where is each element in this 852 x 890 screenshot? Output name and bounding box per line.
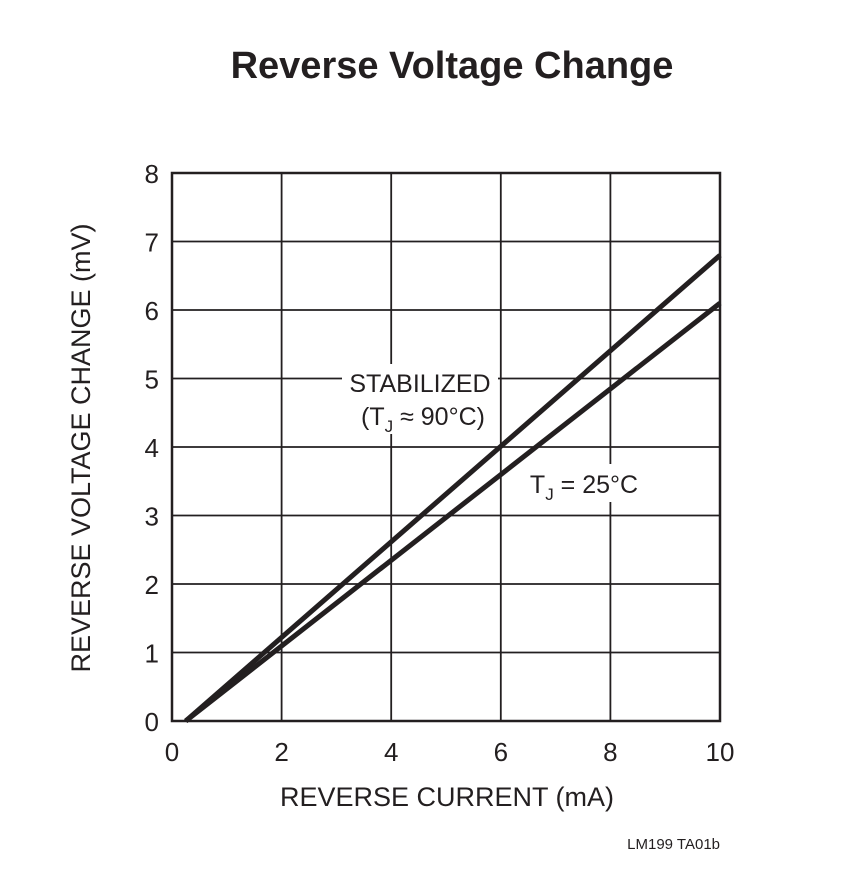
annotation-t25-text: TJ = 25°C [530,471,638,504]
series-lines [184,253,722,723]
y-tick-label-3: 3 [145,502,159,532]
x-tick-label-0: 0 [165,737,179,767]
series-line-1 [184,301,722,723]
annotation-t25-bg [522,464,646,502]
x-axis-label: REVERSE CURRENT (mA) [280,782,614,812]
y-tick-label-4: 4 [145,433,159,463]
y-tick-label-2: 2 [145,570,159,600]
annotation-stabilized-open: (T [361,403,385,431]
chart-title: Reverse Voltage Change [231,45,674,87]
annotation-t25-main: T [530,471,545,499]
y-tick-label-0: 0 [145,707,159,737]
y-tick-label-8: 8 [145,159,159,189]
annotation-t25: TJ = 25°C [522,464,646,504]
annotation-t25-rest: = 25°C [554,471,638,499]
annotation-stabilized: STABILIZED (TJ ≈ 90°C) [342,364,498,436]
x-tick-label-2: 4 [384,737,398,767]
annotation-stabilized-line2: (TJ ≈ 90°C) [361,403,485,436]
y-tick-label-7: 7 [145,228,159,258]
x-tick-label-4: 8 [603,737,617,767]
x-tick-label-1: 2 [274,737,288,767]
y-axis-label: REVERSE VOLTAGE CHANGE (mV) [66,223,96,672]
y-tick-label-1: 1 [145,639,159,669]
annotation-stabilized-rest: ≈ 90°C) [393,403,485,431]
y-tick-labels: 0 1 2 3 4 5 6 7 8 [145,159,159,737]
y-tick-label-5: 5 [145,365,159,395]
x-tick-labels: 0 2 4 6 8 10 [165,737,735,767]
plot-frame [170,171,722,723]
y-tick-label-6: 6 [145,296,159,326]
annotation-stabilized-line1: STABILIZED [349,370,490,398]
series-line-0 [184,253,722,723]
annotation-stabilized-sub: J [385,417,394,436]
x-tick-label-3: 6 [494,737,508,767]
grid [172,173,720,721]
annotation-stabilized-bg [342,364,498,434]
annotation-t25-sub: J [545,485,554,504]
plot-border [170,171,722,723]
figure-id: LM199 TA01b [627,836,720,853]
x-tick-label-5: 10 [706,737,735,767]
